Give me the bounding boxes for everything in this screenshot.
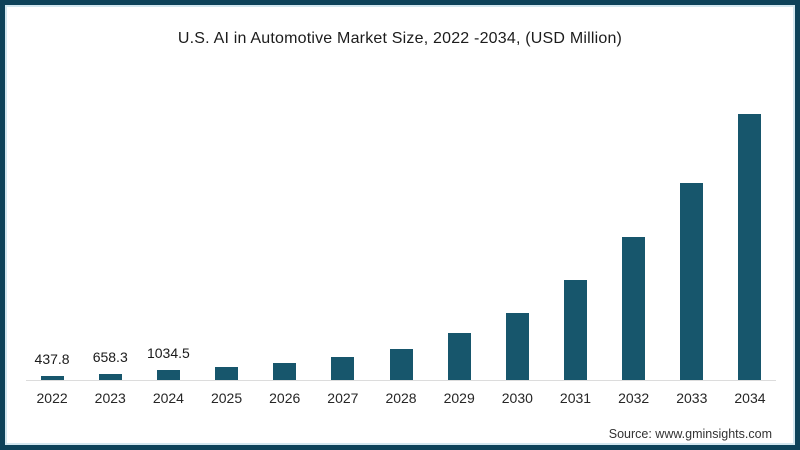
source-attribution: Source: www.gminsights.com [608,427,772,441]
x-axis-line [26,380,776,381]
bar-slot-2023: 658.3 [81,100,139,380]
bar-2032 [622,236,646,380]
bar-slot-2033 [663,100,721,380]
bar-2027 [331,357,355,380]
x-axis-labels: 2022 2023 2024 2025 2026 2027 2028 2029 2030 2031… [23,381,779,406]
bar-slot-2026 [256,100,314,380]
x-axis-tick-label-2024: 2024 [152,390,184,406]
x-axis-tick-label-2030: 2030 [501,390,533,406]
bar-2033 [680,182,704,380]
bar-2025 [215,366,239,380]
bar-2034 [738,114,762,380]
bar-slot-2027 [314,100,372,380]
bar-slot-2028 [372,100,430,380]
chart-title: U.S. AI in Automotive Market Size, 2022 … [177,30,623,47]
bar-slot-2029 [430,100,488,380]
x-axis-tick-label-2023: 2023 [94,390,126,406]
bar-slot-2025 [197,100,255,380]
bars-area: 437.8 658.3 1034.5 [23,100,779,380]
bar-2024 [156,370,180,380]
bar-value-label-2024: 1034.5 [146,345,190,361]
x-axis-tick-label-2033: 2033 [676,390,708,406]
x-axis-tick-label-2027: 2027 [327,390,359,406]
bar-2026 [273,363,297,380]
bar-slot-2022: 437.8 [23,100,81,380]
bar-2023 [98,373,122,380]
bar-2031 [563,279,587,380]
bar-chart: 437.8 658.3 1034.5 2022 2023 2024 2025 2026 202… [23,100,779,406]
bar-slot-2024: 1034.5 [139,100,197,380]
x-axis-tick-label-2032: 2032 [618,390,650,406]
bar-slot-2031 [546,100,604,380]
x-axis-tick-label-2031: 2031 [559,390,592,406]
bar-slot-2032 [605,100,663,380]
x-axis-tick-label-2022: 2022 [36,390,68,406]
x-axis-tick-label-2028: 2028 [385,390,417,406]
bar-value-label-2023: 658.3 [92,348,128,365]
bar-value-label-2022: 437.8 [34,350,70,367]
bar-slot-2034 [721,100,779,380]
x-axis-tick-label-2025: 2025 [210,390,243,406]
bar-slot-2030 [488,100,546,380]
bar-2030 [505,313,529,380]
x-axis-tick-label-2026: 2026 [269,390,301,406]
x-axis-tick-label-2029: 2029 [443,390,475,406]
bar-2029 [447,333,471,380]
bar-2028 [389,349,413,380]
x-axis-tick-label-2034: 2034 [734,390,766,406]
bar-2022 [40,375,64,380]
